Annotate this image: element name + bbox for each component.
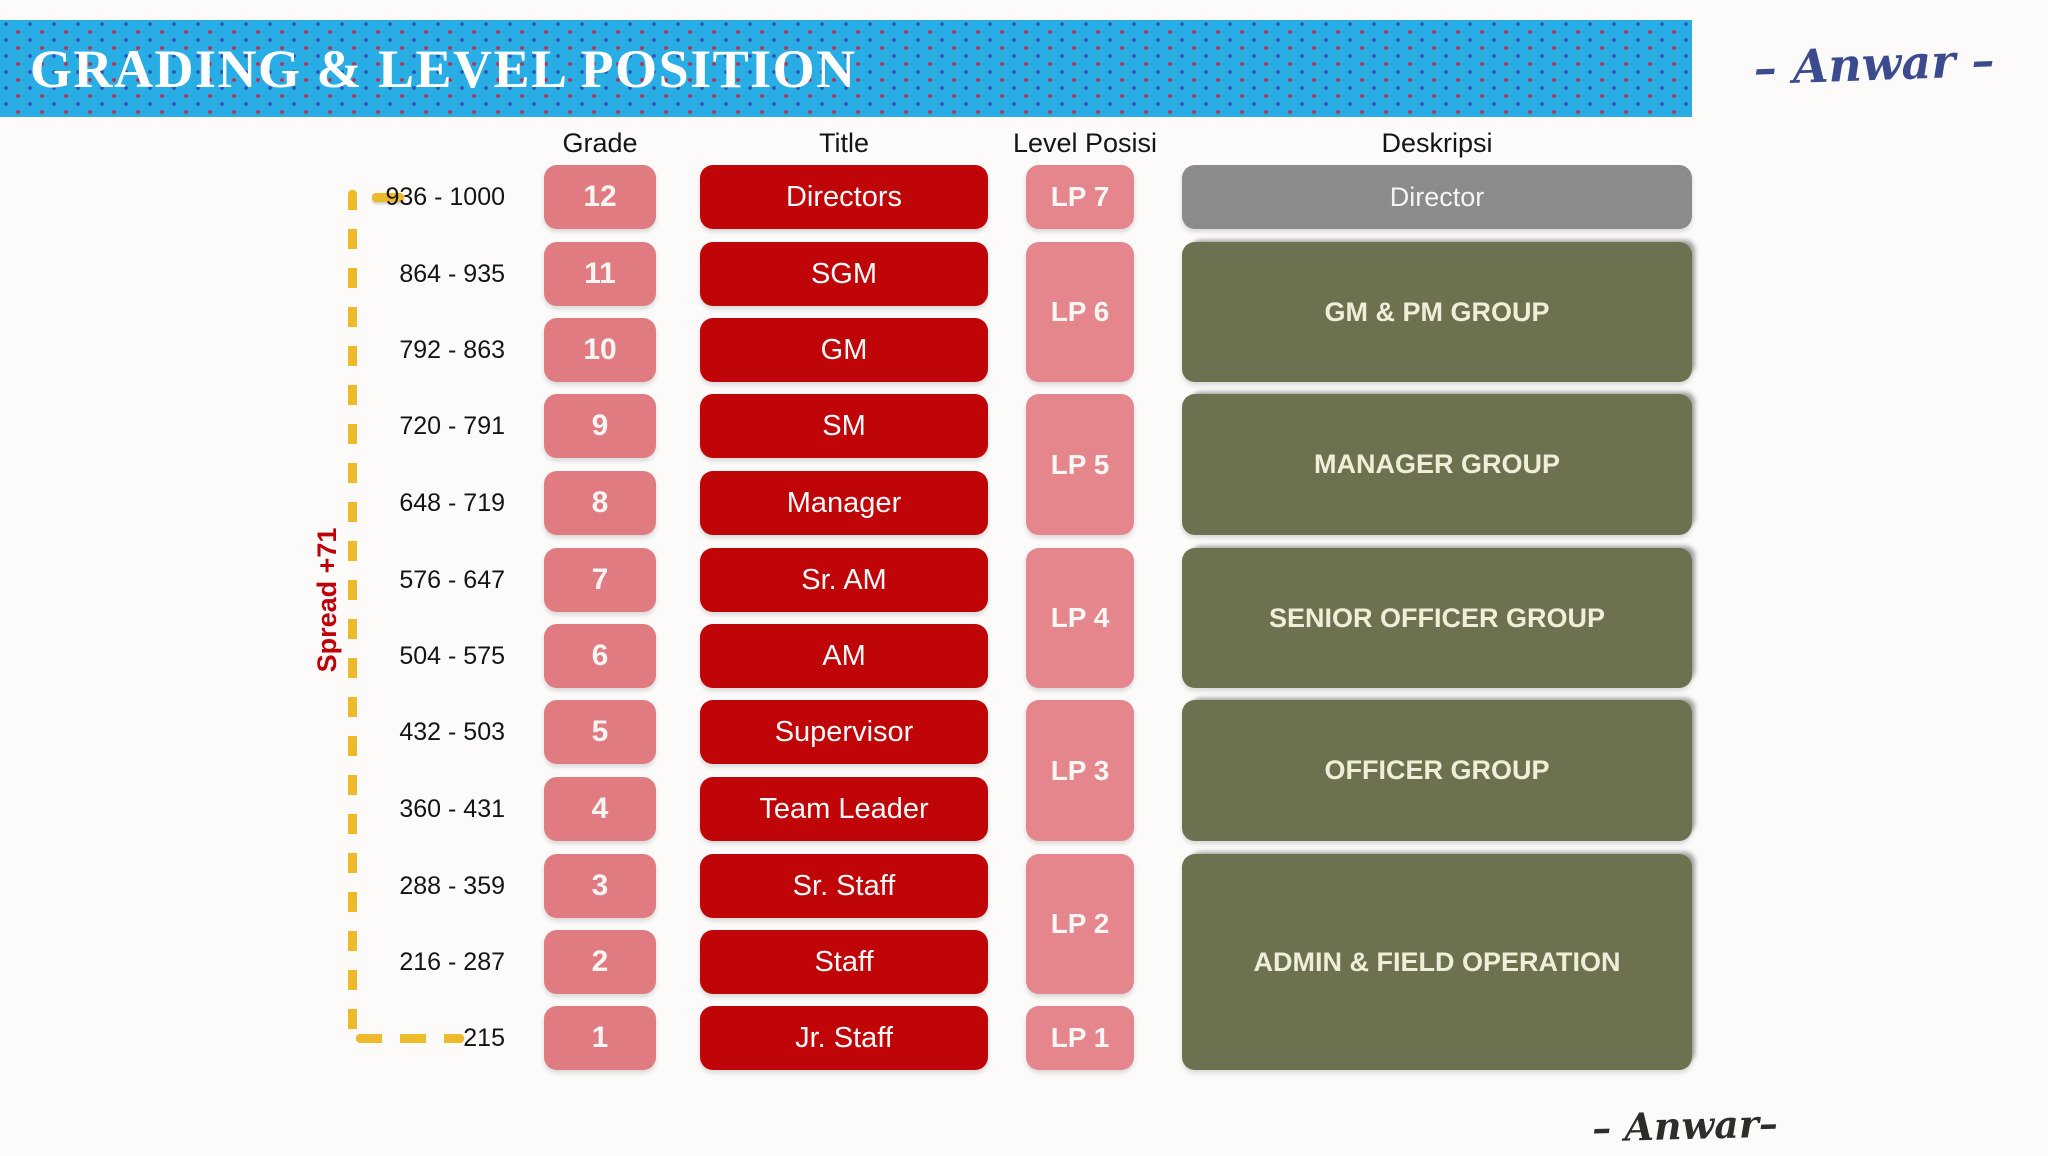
grade-range-label: 576 - 647 [399, 565, 505, 594]
grade-range-label: 792 - 863 [399, 335, 505, 364]
column-header-title: Title [818, 128, 869, 158]
level-box-lp2: LP 2 [1026, 854, 1134, 994]
grade-box-1: 1 [544, 1006, 656, 1070]
title-banner: GRADING & LEVEL POSITION [0, 20, 1692, 117]
title-box-jr-staff: Jr. Staff [700, 1006, 988, 1070]
title-box-sgm: SGM [700, 242, 988, 306]
grade-range-label: 936 - 1000 [385, 182, 505, 211]
level-box-lp7: LP 7 [1026, 165, 1134, 229]
level-box-lp4: LP 4 [1026, 548, 1134, 688]
grade-box-7: 7 [544, 548, 656, 612]
grade-box-11: 11 [544, 242, 656, 306]
column-header-grade: Grade [562, 128, 638, 158]
spread-bracket-vertical-dashed-line [348, 190, 357, 1038]
level-box-lp3: LP 3 [1026, 700, 1134, 841]
grade-box-10: 10 [544, 318, 656, 382]
grade-box-4: 4 [544, 777, 656, 841]
desc-box-manager-group: MANAGER GROUP [1182, 394, 1692, 535]
column-header-deskripsi: Deskripsi [1381, 128, 1493, 158]
grade-range-label: 504 - 575 [399, 641, 505, 670]
grade-range-label: 864 - 935 [399, 259, 505, 288]
grade-box-9: 9 [544, 394, 656, 458]
grade-box-6: 6 [544, 624, 656, 688]
grade-box-8: 8 [544, 471, 656, 535]
level-box-lp1: LP 1 [1026, 1006, 1134, 1070]
signature-bottom-right: – Anwar– [1591, 1100, 1779, 1150]
grade-range-label: 720 - 791 [399, 411, 505, 440]
signature-top-right: – Anwar – [1752, 32, 1996, 96]
title-box-sm: SM [700, 394, 988, 458]
grade-range-label: 215 [463, 1023, 505, 1052]
level-box-lp6: LP 6 [1026, 242, 1134, 382]
level-box-lp5: LP 5 [1026, 394, 1134, 535]
title-box-supervisor: Supervisor [700, 700, 988, 764]
spread-bracket-bottom-dashed-line [356, 1034, 464, 1043]
title-box-sr-staff: Sr. Staff [700, 854, 988, 918]
desc-box-admin-field-operation: ADMIN & FIELD OPERATION [1182, 854, 1692, 1070]
grade-range-label: 648 - 719 [399, 488, 505, 517]
desc-box-gm-pm-group: GM & PM GROUP [1182, 242, 1692, 382]
title-box-sr-am: Sr. AM [700, 548, 988, 612]
desc-box-senior-officer-group: SENIOR OFFICER GROUP [1182, 548, 1692, 688]
grade-range-label: 288 - 359 [399, 871, 505, 900]
grade-range-label: 216 - 287 [399, 947, 505, 976]
grade-box-12: 12 [544, 165, 656, 229]
grade-box-5: 5 [544, 700, 656, 764]
page-title: GRADING & LEVEL POSITION [30, 38, 857, 99]
grade-box-2: 2 [544, 930, 656, 994]
grade-range-label: 432 - 503 [399, 717, 505, 746]
grade-range-label: 360 - 431 [399, 794, 505, 823]
title-box-team-leader: Team Leader [700, 777, 988, 841]
desc-box-officer-group: OFFICER GROUP [1182, 700, 1692, 841]
title-box-manager: Manager [700, 471, 988, 535]
desc-box-director: Director [1182, 165, 1692, 229]
title-box-staff: Staff [700, 930, 988, 994]
column-header-level-posisi: Level Posisi [1012, 128, 1158, 158]
title-box-am: AM [700, 624, 988, 688]
spread-bracket-top-dash [372, 193, 404, 202]
grade-box-3: 3 [544, 854, 656, 918]
title-box-directors: Directors [700, 165, 988, 229]
title-box-gm: GM [700, 318, 988, 382]
